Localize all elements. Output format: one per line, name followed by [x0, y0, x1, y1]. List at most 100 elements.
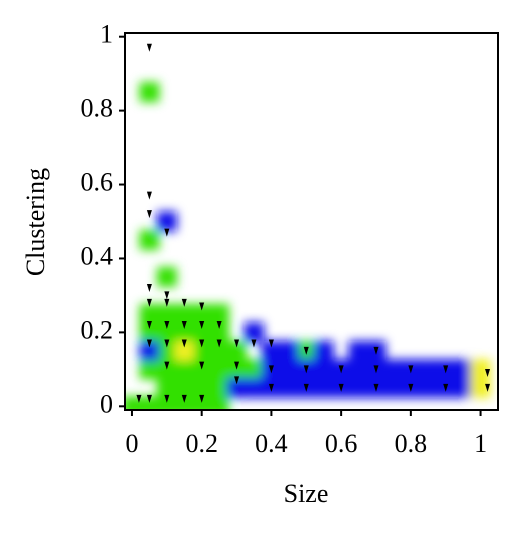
heat-cell	[139, 340, 160, 361]
x-tick-label: 1	[474, 429, 487, 458]
arrow	[216, 320, 222, 329]
heat-cell	[278, 340, 299, 361]
arrow	[164, 320, 170, 329]
heat-cell	[139, 396, 160, 410]
heat-cell	[139, 322, 160, 343]
heat-cell	[470, 377, 491, 398]
heat-cell	[209, 396, 230, 410]
heat-cell	[348, 340, 369, 361]
arrow	[268, 383, 274, 392]
x-tick-label: 0	[125, 429, 138, 458]
arrow	[164, 228, 170, 237]
heat-cell	[156, 396, 177, 410]
arrow	[136, 394, 142, 403]
heat-cell	[174, 340, 195, 361]
heat-cell	[383, 359, 404, 380]
heat-cell	[174, 359, 195, 380]
marks	[136, 43, 491, 403]
heat-cell	[191, 322, 212, 343]
x-tick-label: 0.6	[325, 429, 358, 458]
heat-cell	[313, 340, 334, 361]
arrow	[303, 365, 309, 374]
arrow	[164, 339, 170, 348]
heat-cell	[418, 377, 439, 398]
arrow	[443, 365, 449, 374]
y-tick-label: 0.4	[81, 241, 114, 270]
heat-cell	[348, 359, 369, 380]
arrow	[164, 298, 170, 307]
heat-cell	[156, 340, 177, 361]
x-tick-label: 0.2	[185, 429, 218, 458]
heat-cell	[174, 396, 195, 410]
arrow	[146, 320, 152, 329]
heat-cell	[278, 359, 299, 380]
x-tick-label: 0.4	[255, 429, 288, 458]
heat-cell	[156, 322, 177, 343]
y-tick-label: 0.6	[81, 168, 114, 197]
arrow	[408, 383, 414, 392]
heat-cell	[418, 359, 439, 380]
arrow	[181, 298, 187, 307]
heat-cell	[174, 322, 195, 343]
arrow	[199, 339, 205, 348]
heat-cell	[139, 359, 160, 380]
arrow	[146, 191, 152, 200]
heat-cell	[209, 377, 230, 398]
heat-cell	[191, 377, 212, 398]
arrow	[373, 346, 379, 355]
heat-cell	[226, 377, 247, 398]
heat-cell	[209, 340, 230, 361]
arrow	[338, 365, 344, 374]
arrow	[373, 365, 379, 374]
heat-cell	[156, 211, 177, 232]
arrow	[146, 284, 152, 293]
heat-cell	[243, 322, 264, 343]
heat-cell	[174, 377, 195, 398]
arrow	[199, 320, 205, 329]
arrow	[146, 210, 152, 219]
heat-cell	[243, 359, 264, 380]
arrow	[303, 346, 309, 355]
y-tick-label: 0	[100, 389, 113, 418]
heat-cell	[453, 377, 474, 398]
arrow	[164, 394, 170, 403]
y-tick-label: 1	[100, 20, 113, 49]
arrow	[408, 365, 414, 374]
heat-cell	[191, 340, 212, 361]
heat-cell	[156, 266, 177, 287]
heat-cell	[209, 303, 230, 324]
arrow	[338, 383, 344, 392]
arrow	[164, 361, 170, 370]
heat-cell	[156, 377, 177, 398]
heat-cell	[383, 377, 404, 398]
heat-cell	[156, 303, 177, 324]
arrow	[485, 383, 491, 392]
y-tick-label: 0.8	[81, 94, 114, 123]
heat-cell	[313, 377, 334, 398]
arrow	[303, 383, 309, 392]
arrow	[443, 383, 449, 392]
arrow	[146, 394, 152, 403]
arrow	[199, 302, 205, 311]
arrow	[146, 298, 152, 307]
arrow	[268, 339, 274, 348]
heat-cell	[125, 396, 142, 410]
heat-cell	[470, 359, 491, 380]
heat-cell	[243, 377, 264, 398]
arrow	[234, 376, 240, 385]
arrow	[199, 394, 205, 403]
arrow	[373, 383, 379, 392]
arrow	[181, 394, 187, 403]
heat-cell	[139, 303, 160, 324]
heat-cell	[226, 340, 247, 361]
heat-cell	[174, 303, 195, 324]
arrow	[181, 339, 187, 348]
x-axis-label: Size	[284, 479, 329, 508]
y-axis-label: Clustering	[21, 168, 50, 276]
heat-cell	[191, 303, 212, 324]
heat-cell	[209, 322, 230, 343]
arrow	[181, 320, 187, 329]
heat-cell	[191, 396, 212, 410]
heat-cell	[209, 359, 230, 380]
